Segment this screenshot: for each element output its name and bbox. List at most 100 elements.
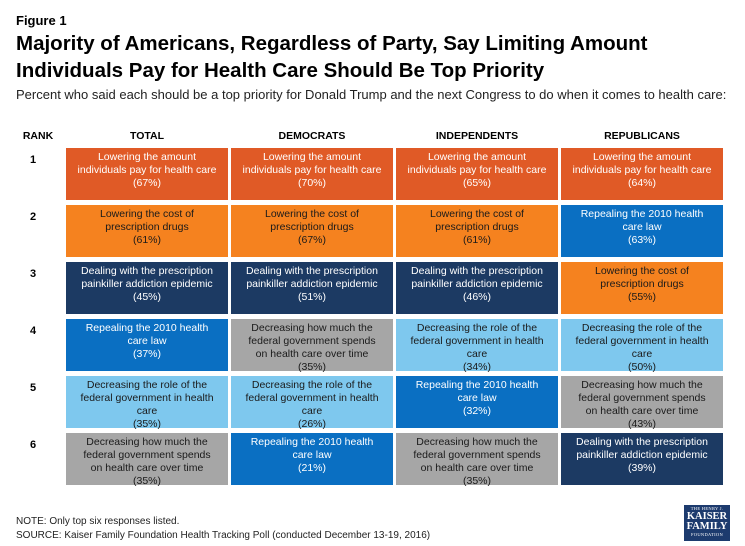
priority-text-line: Dealing with the prescription (246, 265, 378, 277)
priority-cell: Lowering the cost of prescription drugs (5… (561, 262, 723, 314)
priority-cell: Decreasing how much the federal governmen… (396, 433, 558, 487)
priority-text-line: individuals pay for health care (572, 164, 712, 176)
priority-text-line: prescription drugs (105, 221, 189, 233)
priority-text-line: prescription drugs (600, 278, 684, 290)
priority-cell: Dealing with the prescription painkiller … (561, 433, 723, 485)
priority-cell: Decreasing the role of the federal govern… (561, 319, 723, 373)
header-rank: RANK (22, 130, 54, 142)
header-republicans: REPUBLICANS (604, 130, 680, 142)
priority-text-line: Decreasing the role of the (581, 322, 703, 334)
priority-cell: Lowering the cost of prescription drugs (6… (231, 205, 393, 257)
priority-text-line: federal government in health (410, 335, 544, 347)
priority-cell: Decreasing how much the federal governmen… (561, 376, 723, 430)
figure-label: Figure 1 (16, 13, 67, 28)
priority-text-line: care (301, 405, 323, 417)
priority-cell: Repealing the 2010 health care law (37%) (66, 319, 228, 371)
priority-percent: (34%) (462, 361, 491, 373)
rank-label: 2 (30, 211, 37, 223)
priority-text-line: individuals pay for health care (242, 164, 382, 176)
priority-percent: (55%) (627, 291, 656, 303)
header-total: TOTAL (129, 130, 165, 142)
priority-text-line: painkiller addiction epidemic (246, 278, 378, 290)
priority-text-line: Dealing with the prescription (411, 265, 543, 277)
priority-text-line: prescription drugs (270, 221, 354, 233)
priority-text-line: Repealing the 2010 health (415, 379, 539, 391)
rank-label: 1 (30, 154, 37, 166)
priority-text-line: Decreasing how much the (251, 322, 373, 334)
priority-percent: (65%) (462, 177, 491, 189)
priority-text-line: federal government in health (80, 392, 214, 404)
priority-text-line: Dealing with the prescription (81, 265, 213, 277)
priority-percent: (21%) (297, 462, 326, 474)
rank-label: 3 (30, 268, 37, 280)
priority-text-line: federal government spends (83, 449, 211, 461)
priority-percent: (39%) (627, 462, 656, 474)
kff-logo: THE HENRY J. KAISER FAMILY FOUNDATION (684, 505, 730, 541)
priority-text-line: care law (457, 392, 497, 404)
priority-percent: (45%) (132, 291, 161, 303)
priority-text-line: Lowering the amount (97, 151, 197, 163)
rank-label: 6 (30, 439, 37, 451)
priority-text-line: Decreasing how much the (581, 379, 703, 391)
priority-text-line: care law (127, 335, 167, 347)
priority-text-line: Lowering the amount (592, 151, 692, 163)
priority-cell: Decreasing how much the federal governmen… (231, 319, 393, 373)
rank-label: 4 (30, 325, 37, 337)
priority-percent: (35%) (132, 475, 161, 487)
priority-text-line: federal government spends (248, 335, 376, 347)
note-text: NOTE: Only top six responses listed. (16, 516, 180, 527)
priority-cell: Lowering the amount individuals pay for h… (561, 148, 723, 200)
priority-cell: Lowering the amount individuals pay for h… (396, 148, 558, 200)
chart-title-line-2: Individuals Pay for Health Care Should B… (16, 59, 545, 82)
rank-label: 5 (30, 382, 37, 394)
priority-text-line: care (466, 348, 488, 360)
priority-text-line: Repealing the 2010 health (85, 322, 209, 334)
priority-text-line: care (631, 348, 653, 360)
priority-percent: (61%) (132, 234, 161, 246)
priority-text-line: individuals pay for health care (77, 164, 217, 176)
column-headers: RANK TOTAL DEMOCRATS INDEPENDENTS REPUBL… (0, 130, 745, 144)
priority-text-line: Lowering the cost of (430, 208, 524, 220)
priority-percent: (46%) (462, 291, 491, 303)
priority-text-line: painkiller addiction epidemic (411, 278, 543, 290)
priority-text-line: Lowering the cost of (595, 265, 689, 277)
priority-percent: (37%) (132, 348, 161, 360)
priority-text-line: Decreasing how much the (86, 436, 208, 448)
priority-percent: (64%) (627, 177, 656, 189)
priority-text-line: Decreasing the role of the (251, 379, 373, 391)
chart-title-line-1: Majority of Americans, Regardless of Par… (16, 32, 648, 55)
priority-cell: Repealing the 2010 health care law (63%) (561, 205, 723, 257)
priority-text-line: Repealing the 2010 health (580, 208, 704, 220)
priority-text-line: federal government spends (413, 449, 541, 461)
priority-text-line: on health care over time (420, 462, 534, 474)
logo-line-4: FOUNDATION (691, 531, 723, 537)
priority-percent: (35%) (132, 418, 161, 430)
priority-text-line: Dealing with the prescription (576, 436, 708, 448)
priority-cell: Lowering the amount individuals pay for h… (66, 148, 228, 200)
priority-cell: Decreasing how much the federal governmen… (66, 433, 228, 487)
priority-text-line: painkiller addiction epidemic (81, 278, 213, 290)
priority-percent: (50%) (627, 361, 656, 373)
priority-cell: Lowering the cost of prescription drugs (6… (396, 205, 558, 257)
priority-text-line: on health care over time (585, 405, 699, 417)
priority-text-line: federal government in health (575, 335, 709, 347)
header-independents: INDEPENDENTS (435, 130, 519, 142)
header-democrats: DEMOCRATS (278, 130, 346, 142)
priority-cell: Lowering the amount individuals pay for h… (231, 148, 393, 200)
priority-percent: (67%) (297, 234, 326, 246)
chart-title: Majority of Americans, Regardless of Par… (16, 30, 736, 84)
priority-percent: (63%) (627, 234, 656, 246)
priority-cell: Decreasing the role of the federal govern… (396, 319, 558, 373)
logo-line-1: THE HENRY J. (690, 506, 724, 511)
priority-percent: (26%) (297, 418, 326, 430)
priority-percent: (61%) (462, 234, 491, 246)
priority-text-line: Decreasing the role of the (86, 379, 208, 391)
priority-text-line: care (136, 405, 158, 417)
logo-line-3: FAMILY (686, 521, 728, 532)
priority-text-line: care law (622, 221, 662, 233)
priority-percent: (67%) (132, 177, 161, 189)
priority-text-line: Lowering the amount (262, 151, 362, 163)
priority-percent: (35%) (297, 361, 326, 373)
priority-text-line: care law (292, 449, 332, 461)
priority-cell: Lowering the cost of prescription drugs (6… (66, 205, 228, 257)
